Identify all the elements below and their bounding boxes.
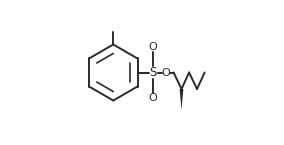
Text: O: O [161,68,170,77]
Text: S: S [149,66,157,79]
Text: O: O [149,93,158,103]
Text: O: O [149,42,158,52]
Polygon shape [179,89,183,110]
